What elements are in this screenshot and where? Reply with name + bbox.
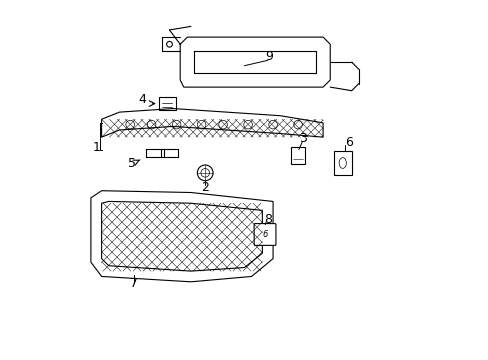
Text: 6: 6 (262, 230, 267, 239)
PathPatch shape (91, 191, 272, 282)
Text: 1: 1 (92, 141, 100, 154)
Bar (290, 147, 304, 164)
Text: 5: 5 (128, 157, 136, 170)
Text: 7: 7 (129, 277, 138, 290)
Text: 9: 9 (265, 50, 273, 63)
Text: 3: 3 (299, 132, 307, 145)
Text: 4: 4 (139, 93, 146, 106)
PathPatch shape (102, 202, 262, 271)
Bar (333, 152, 351, 175)
Text: 6: 6 (345, 136, 352, 149)
Bar (159, 97, 176, 111)
FancyBboxPatch shape (254, 224, 275, 246)
Text: 2: 2 (201, 181, 209, 194)
Text: 8: 8 (263, 213, 271, 226)
